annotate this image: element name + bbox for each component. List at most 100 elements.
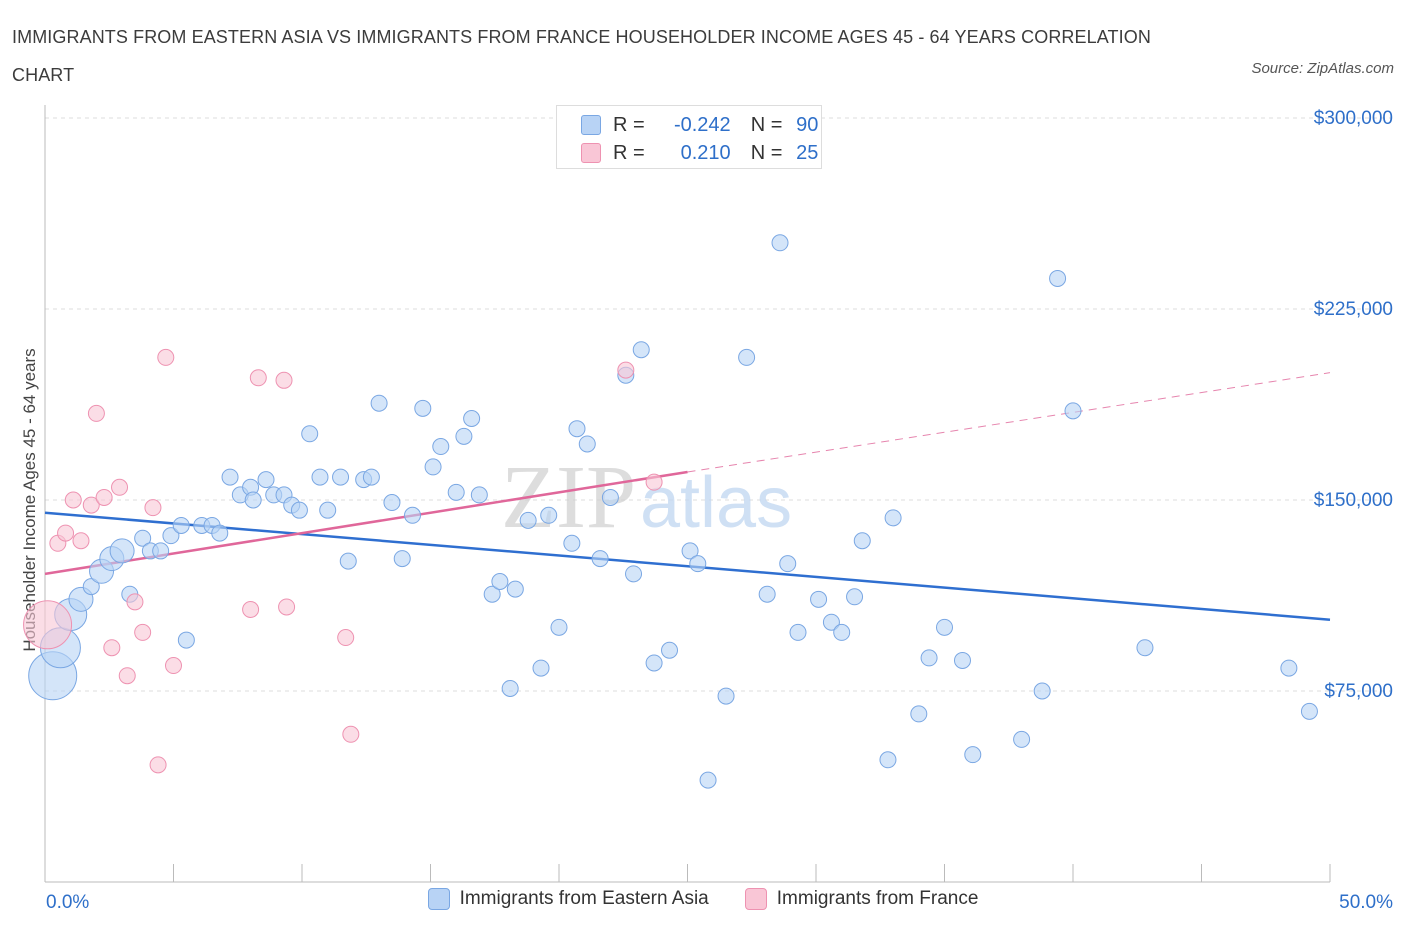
point-france [149, 756, 167, 774]
point-eastern-asia [833, 623, 851, 641]
legend-r-label: R = [613, 113, 645, 136]
point-france [337, 629, 355, 647]
point-france [134, 623, 152, 641]
point-eastern-asia [1049, 269, 1067, 287]
point-eastern-asia [463, 410, 481, 428]
y-tick-label: $75,000 [1324, 681, 1393, 702]
legend-n-label: N = [750, 113, 783, 136]
x-tick-label-min: 0.0% [46, 892, 89, 913]
point-france [23, 600, 73, 650]
point-eastern-asia [244, 491, 262, 509]
source-label: Source: ZipAtlas.com [1251, 60, 1394, 77]
point-eastern-asia [362, 468, 380, 486]
point-eastern-asia [822, 613, 840, 631]
point-eastern-asia [779, 555, 797, 573]
point-france [165, 657, 182, 675]
point-eastern-asia [301, 425, 319, 443]
point-eastern-asia [404, 506, 422, 524]
point-eastern-asia [370, 394, 388, 412]
point-eastern-asia [632, 341, 650, 359]
point-eastern-asia [152, 542, 170, 560]
data-points [23, 234, 1318, 789]
point-france [144, 499, 162, 517]
point-france [87, 404, 105, 422]
point-eastern-asia [578, 435, 596, 453]
point-france [72, 532, 90, 550]
point-eastern-asia [257, 471, 275, 489]
point-eastern-asia [846, 588, 864, 606]
point-eastern-asia [319, 501, 337, 519]
point-eastern-asia [1300, 702, 1318, 720]
point-france [278, 598, 296, 616]
point-eastern-asia [211, 524, 229, 542]
point-france [95, 488, 113, 506]
point-eastern-asia [758, 585, 776, 603]
point-eastern-asia [699, 771, 717, 789]
point-france [275, 371, 293, 389]
point-eastern-asia [339, 552, 357, 570]
point-eastern-asia [432, 438, 450, 456]
point-eastern-asia [82, 578, 100, 596]
point-eastern-asia [491, 572, 509, 590]
legend-label-france: Immigrants from France [776, 888, 979, 909]
point-eastern-asia [172, 516, 190, 534]
point-eastern-asia [936, 618, 953, 636]
point-eastern-asia [290, 501, 308, 519]
point-eastern-asia [964, 746, 982, 764]
point-eastern-asia [771, 234, 789, 252]
point-france [645, 473, 663, 491]
chart-title: IMMIGRANTS FROM EASTERN ASIA VS IMMIGRAN… [12, 27, 1151, 85]
point-france [64, 491, 82, 509]
point-eastern-asia [1136, 639, 1154, 657]
point-eastern-asia [681, 542, 699, 560]
legend-item-france[interactable]: Immigrants from France [744, 888, 979, 910]
point-eastern-asia [920, 649, 938, 667]
legend-swatch-blue [427, 888, 450, 910]
legend-label-eastern-asia: Immigrants from Eastern Asia [459, 888, 709, 909]
legend-n-value: 25 [796, 141, 819, 164]
point-eastern-asia [455, 427, 473, 445]
point-france [342, 725, 360, 743]
y-tick-label: $150,000 [1314, 490, 1393, 511]
point-eastern-asia [424, 458, 442, 476]
point-france [126, 593, 144, 611]
legend-swatch-pink [744, 888, 767, 910]
point-eastern-asia [591, 550, 609, 568]
point-eastern-asia [568, 420, 586, 438]
point-eastern-asia [501, 679, 519, 697]
legend-row-france: R = 0.210 N = 25 [581, 138, 818, 168]
point-eastern-asia [1033, 682, 1051, 700]
point-eastern-asia [953, 651, 971, 669]
legend-n-label: N = [750, 141, 783, 164]
point-france [249, 369, 267, 387]
point-eastern-asia [162, 527, 180, 545]
tick-labels: $75,000 $150,000 $225,000 $300,000 0.0% 50.0% [46, 108, 1393, 913]
trend-line-france-extension [687, 372, 1331, 473]
point-eastern-asia [483, 585, 501, 603]
point-eastern-asia [879, 751, 897, 769]
point-eastern-asia [789, 623, 807, 641]
point-eastern-asia [177, 631, 195, 649]
legend-n-value: 90 [796, 113, 819, 136]
series-legend: Immigrants from Eastern Asia Immigrants … [0, 888, 1406, 910]
point-eastern-asia [810, 590, 828, 608]
point-eastern-asia [506, 580, 524, 598]
point-eastern-asia [738, 348, 756, 366]
point-eastern-asia [661, 641, 679, 659]
point-eastern-asia [393, 550, 411, 568]
legend-r-value: -0.242 [673, 113, 731, 136]
legend-item-eastern-asia[interactable]: Immigrants from Eastern Asia [427, 888, 709, 910]
point-eastern-asia [109, 538, 135, 564]
correlation-legend: R = -0.242 N = 90 R = 0.210 N = 25 [556, 105, 822, 169]
y-tick-label: $300,000 [1314, 108, 1393, 129]
point-eastern-asia [540, 506, 558, 524]
point-eastern-asia [532, 659, 550, 677]
point-eastern-asia [1013, 730, 1031, 748]
point-france [103, 639, 121, 657]
point-eastern-asia [717, 687, 735, 705]
point-france [82, 496, 100, 514]
point-eastern-asia [1064, 402, 1082, 420]
point-eastern-asia [645, 654, 663, 672]
point-france [617, 361, 635, 379]
